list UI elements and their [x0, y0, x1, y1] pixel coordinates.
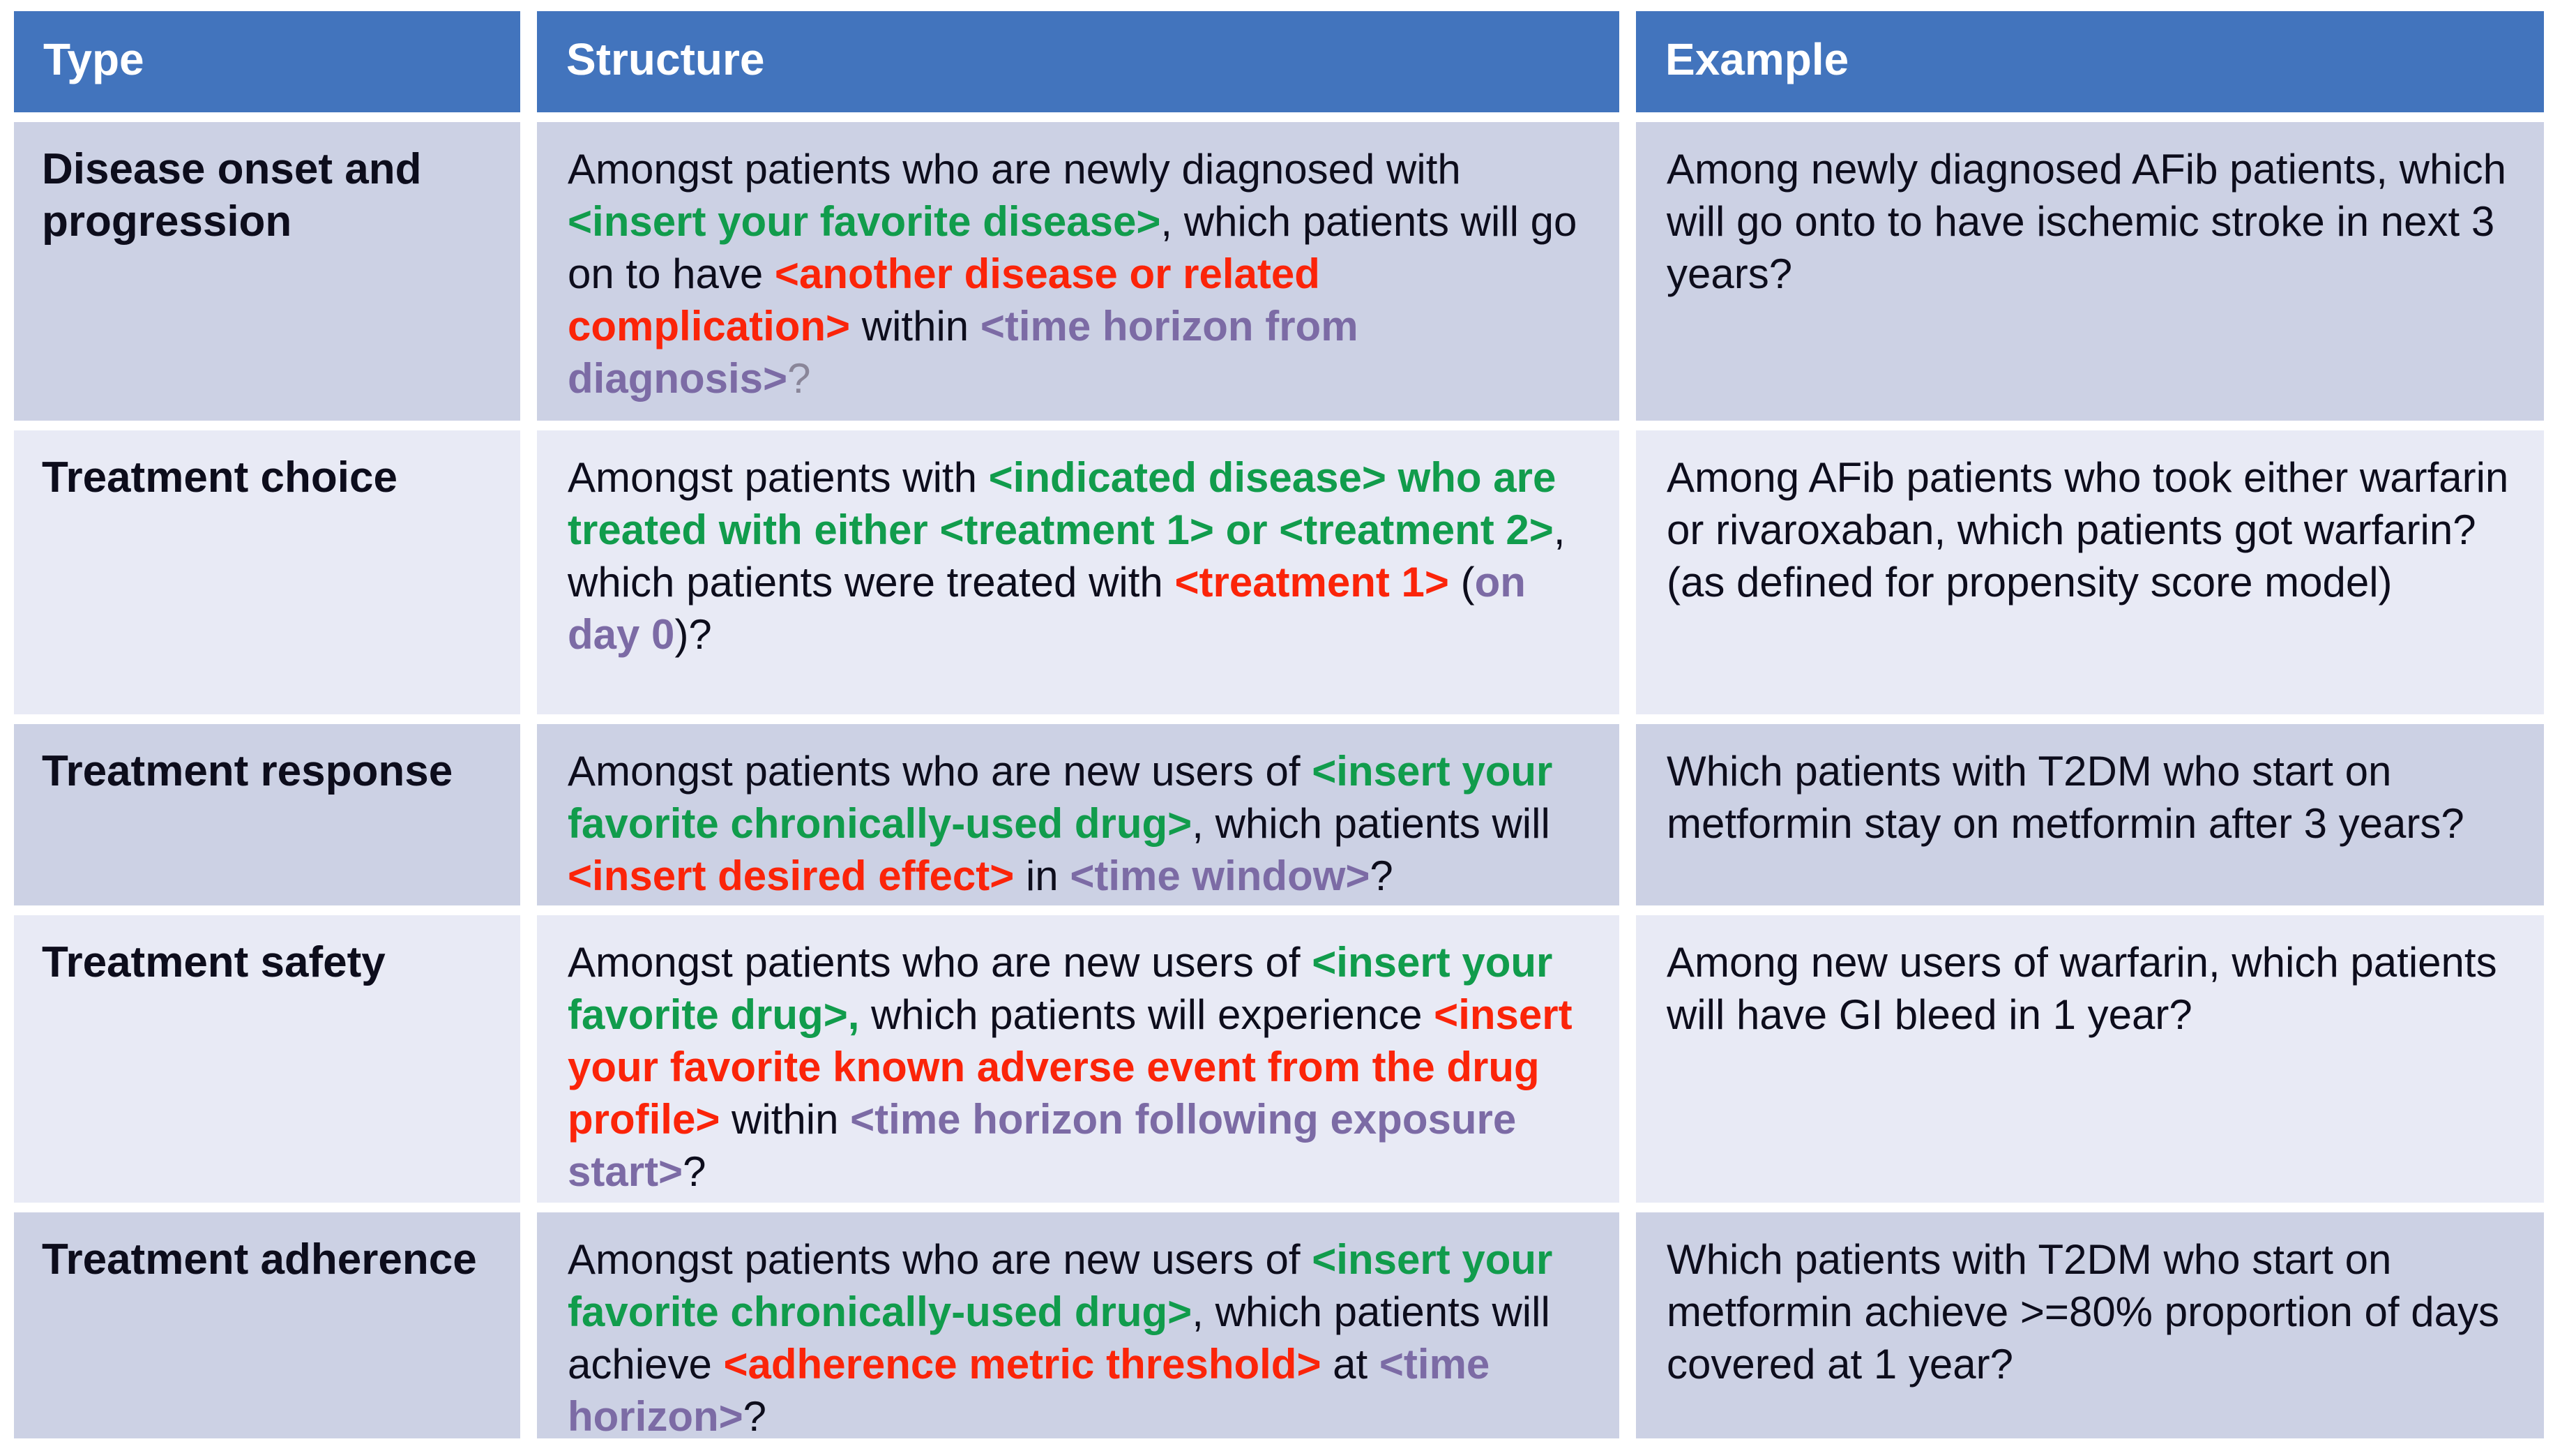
structure-segment-purple: <time horizon>: [568, 1341, 1490, 1438]
structure-segment-plain: (: [1448, 559, 1475, 606]
structure-segment-plain: ?: [683, 1148, 706, 1195]
structure-segment-purple: <time horizon following exposure start>: [568, 1096, 1517, 1195]
structure-segment-plain: in: [1014, 852, 1070, 899]
row-disease-onset-structure: Amongst patients who are newly diagnosed…: [537, 122, 1619, 421]
structure-segment-plain: )?: [674, 611, 712, 658]
structure-segment-red: <insert your favorite known adverse even…: [568, 991, 1573, 1143]
row-treatment-response-example: Which patients with T2DM who start on me…: [1636, 724, 2544, 905]
table-header-type: Type: [14, 11, 520, 112]
structure-segment-plain: ?: [743, 1393, 767, 1438]
structure-segment-plain: within: [850, 303, 980, 349]
structure-segment-plain: Amongst patients with: [568, 454, 989, 501]
row-disease-onset-example: Among newly diagnosed AFib patients, whi…: [1636, 122, 2544, 421]
row-treatment-adherence-structure: Amongst patients who are new users of <i…: [537, 1212, 1619, 1438]
structure-segment-red: <another disease or related complication…: [568, 250, 1320, 349]
row-treatment-adherence-type: Treatment adherence: [14, 1212, 520, 1438]
table-header-example: Example: [1636, 11, 2544, 112]
structure-segment-plain: Amongst patients who are newly diagnosed…: [568, 146, 1461, 193]
row-treatment-choice-example: Among AFib patients who took either warf…: [1636, 430, 2544, 714]
structure-segment-plain: , which patients will: [1192, 800, 1550, 847]
structure-segment-green: <insert your favorite chronically-used d…: [568, 1236, 1553, 1335]
structure-segment-plain: ?: [1370, 852, 1393, 899]
structure-segment-purple: <time horizon from diagnosis>: [568, 303, 1358, 402]
row-disease-onset-type: Disease onset and progression: [14, 122, 520, 421]
row-treatment-adherence-example: Which patients with T2DM who start on me…: [1636, 1212, 2544, 1438]
structure-segment-green: <insert your favorite chronically-used d…: [568, 748, 1553, 847]
row-treatment-safety-example: Among new users of warfarin, which patie…: [1636, 915, 2544, 1203]
row-treatment-safety-structure: Amongst patients who are new users of <i…: [537, 915, 1619, 1203]
structure-segment-red: <insert desired effect>: [568, 852, 1015, 899]
structure-segment-plain: Amongst patients who are new users of: [568, 748, 1312, 795]
structure-segment-purple: on day 0: [568, 559, 1526, 658]
structure-segment-plain: Amongst patients who are new users of: [568, 1236, 1312, 1283]
structure-segment-plain: at: [1321, 1341, 1379, 1387]
row-treatment-response-structure: Amongst patients who are new users of <i…: [537, 724, 1619, 905]
row-treatment-choice-type: Treatment choice: [14, 430, 520, 714]
structure-segment-plain: Amongst patients who are new users of: [568, 939, 1312, 986]
row-treatment-response-type: Treatment response: [14, 724, 520, 905]
structure-segment-purple: <time window>: [1070, 852, 1370, 899]
structure-segment-plain: within: [720, 1096, 851, 1143]
structure-segment-green: <insert your favorite drug>,: [568, 939, 1553, 1038]
structure-segment-plain: , which patients will go on to have: [568, 198, 1577, 297]
structure-segment-green: <insert your favorite disease>: [568, 198, 1161, 245]
row-treatment-safety-type: Treatment safety: [14, 915, 520, 1203]
structure-segment-red: <treatment 1>: [1174, 559, 1449, 606]
structure-segment-green: <indicated disease> who are treated with…: [568, 454, 1556, 553]
structure-segment-plain: , which patients will achieve: [568, 1288, 1550, 1387]
row-treatment-choice-structure: Amongst patients with <indicated disease…: [537, 430, 1619, 714]
structure-segment-plain: which patients will experience: [859, 991, 1434, 1038]
table-header-structure: Structure: [537, 11, 1619, 112]
structure-segment-red: <adherence metric threshold>: [723, 1341, 1321, 1387]
structure-segment-gray: ?: [787, 355, 811, 402]
structure-segment-plain: , which patients were treated with: [568, 506, 1566, 606]
